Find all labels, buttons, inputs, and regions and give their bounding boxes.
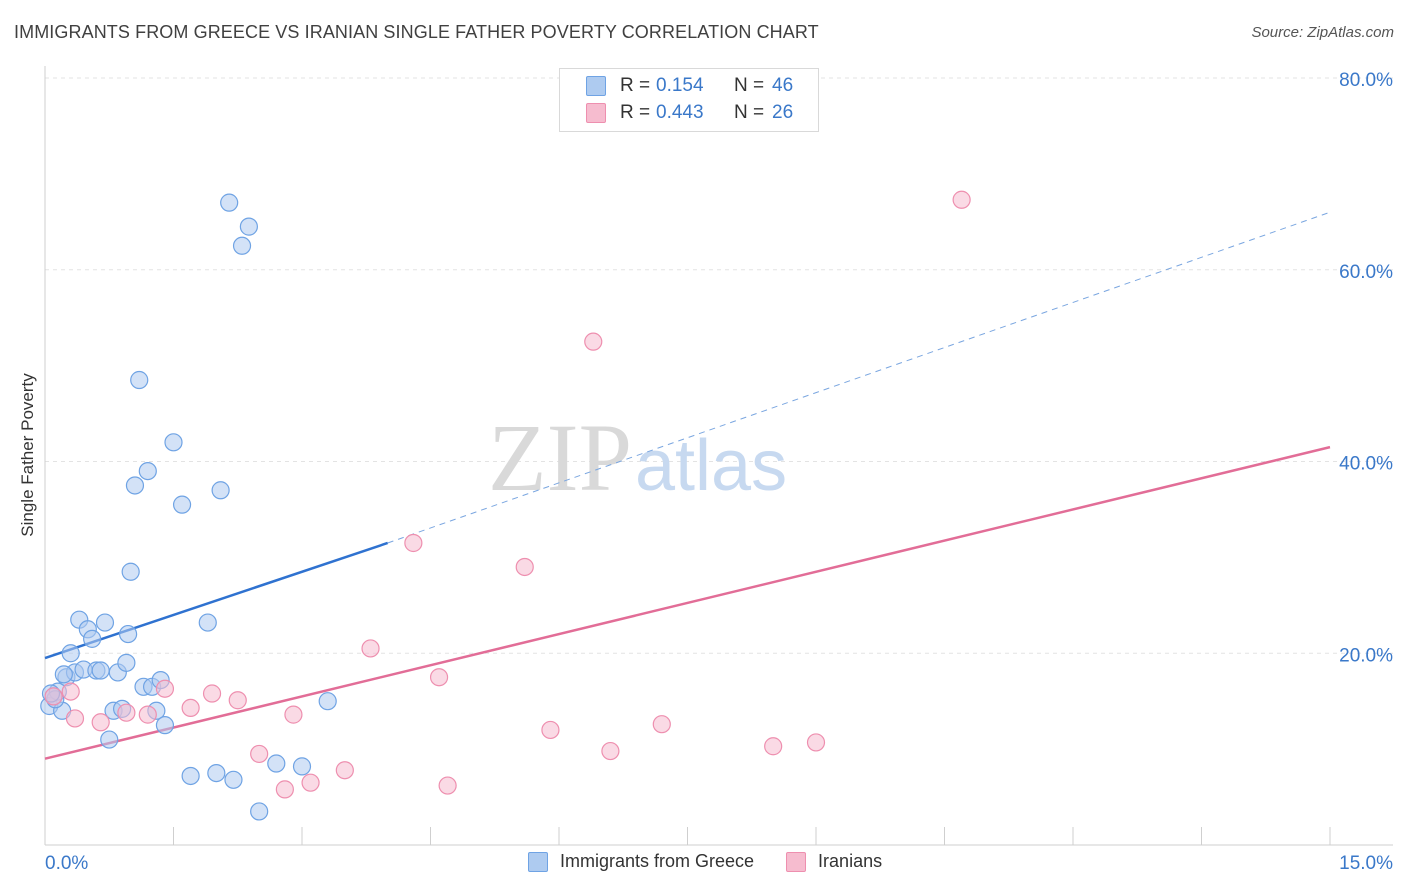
point-greece (224, 770, 243, 789)
r-label: R = (620, 75, 651, 96)
correlation-legend: R = 0.154 N = 46 R = 0.443 N = 26 (559, 68, 819, 132)
point-greece (267, 754, 286, 773)
n-value: 46 (772, 75, 794, 96)
point-greece (83, 629, 102, 648)
point-iranians (228, 691, 247, 710)
legend-label: Iranians (818, 851, 883, 871)
point-iranians (335, 761, 354, 780)
point-iranians (138, 705, 157, 724)
point-iranians (438, 776, 457, 795)
point-greece (121, 562, 140, 581)
point-iranians (806, 733, 826, 752)
x-tick-label: 0.0% (45, 853, 88, 874)
point-iranians (44, 687, 63, 706)
y-tick-label: 60.0% (1339, 262, 1393, 283)
point-iranians (584, 332, 603, 351)
point-greece (211, 481, 230, 500)
point-iranians (404, 533, 423, 553)
point-greece (95, 613, 115, 632)
point-greece (138, 461, 157, 481)
legend-swatch (528, 851, 548, 872)
axes (44, 66, 1393, 846)
legend-row-greece: R = 0.154 N = 46 (586, 74, 793, 98)
point-greece (172, 495, 192, 514)
r-value: 0.154 (656, 75, 704, 96)
point-iranians (275, 780, 294, 799)
legend-item-iranians: Iranians (786, 851, 882, 872)
legend-label: Immigrants from Greece (560, 851, 755, 871)
point-greece (117, 653, 136, 672)
tick-labels: 20.0% 40.0% 60.0% 80.0% 0.0% 15.0% (45, 70, 1393, 874)
point-greece (125, 476, 145, 495)
point-iranians (155, 679, 175, 698)
r-value: 0.443 (656, 102, 704, 123)
n-label: N = (734, 75, 765, 96)
point-iranians (65, 709, 85, 728)
watermark-atlas: atlas (635, 426, 787, 506)
point-greece (61, 644, 80, 663)
point-iranians (91, 713, 110, 732)
n-value: 26 (772, 102, 794, 123)
point-greece (100, 730, 119, 749)
point-greece (250, 802, 269, 821)
point-iranians (952, 190, 971, 209)
point-greece (318, 692, 337, 711)
point-iranians (250, 744, 269, 764)
point-greece (220, 193, 239, 212)
regression-line-greece (44, 541, 389, 660)
legend-swatch (786, 851, 807, 872)
point-iranians (202, 684, 222, 703)
series-legend: Immigrants from Greece Iranians (528, 851, 914, 872)
point-greece (292, 757, 312, 776)
point-iranians (429, 668, 449, 687)
point-iranians (301, 773, 320, 792)
point-greece (91, 661, 110, 680)
point-iranians (361, 639, 380, 658)
point-greece (164, 433, 183, 452)
point-greece (239, 217, 258, 236)
point-iranians (764, 737, 783, 756)
point-greece (54, 665, 73, 684)
point-greece (232, 236, 252, 255)
x-tick-label: 15.0% (1339, 853, 1393, 874)
point-greece (207, 763, 226, 783)
r-label: R = (620, 102, 651, 123)
y-tick-label: 20.0% (1339, 645, 1393, 666)
y-tick-label: 40.0% (1339, 454, 1393, 475)
legend-item-greece: Immigrants from Greece (528, 851, 754, 872)
point-iranians (117, 703, 136, 722)
regression-extension-greece (387, 211, 1331, 544)
point-iranians (284, 705, 303, 724)
watermark-zip: ZIP (488, 404, 632, 511)
point-iranians (601, 741, 620, 761)
legend-row-iranians: R = 0.443 N = 26 (586, 101, 793, 125)
chart-title: IMMIGRANTS FROM GREECE VS IRANIAN SINGLE… (14, 22, 819, 42)
legend-swatch-greece (586, 76, 606, 96)
data-points (40, 190, 971, 821)
point-iranians (652, 715, 671, 734)
point-iranians (61, 682, 80, 701)
regression-lines (44, 211, 1331, 760)
point-iranians (541, 720, 560, 740)
n-label: N = (734, 102, 765, 123)
point-greece (130, 370, 149, 390)
watermark: ZIP atlas (488, 404, 787, 511)
point-iranians (515, 557, 534, 577)
legend-swatch-iranians (586, 103, 606, 123)
point-iranians (181, 698, 200, 717)
point-greece (118, 624, 138, 644)
point-greece (155, 716, 175, 735)
point-greece (181, 766, 200, 786)
regression-line-iranians (44, 445, 1331, 760)
y-tick-label: 80.0% (1339, 70, 1393, 91)
grid-lines (45, 77, 1393, 654)
point-greece (198, 613, 217, 632)
source-label: Source: ZipAtlas.com (1251, 24, 1394, 41)
